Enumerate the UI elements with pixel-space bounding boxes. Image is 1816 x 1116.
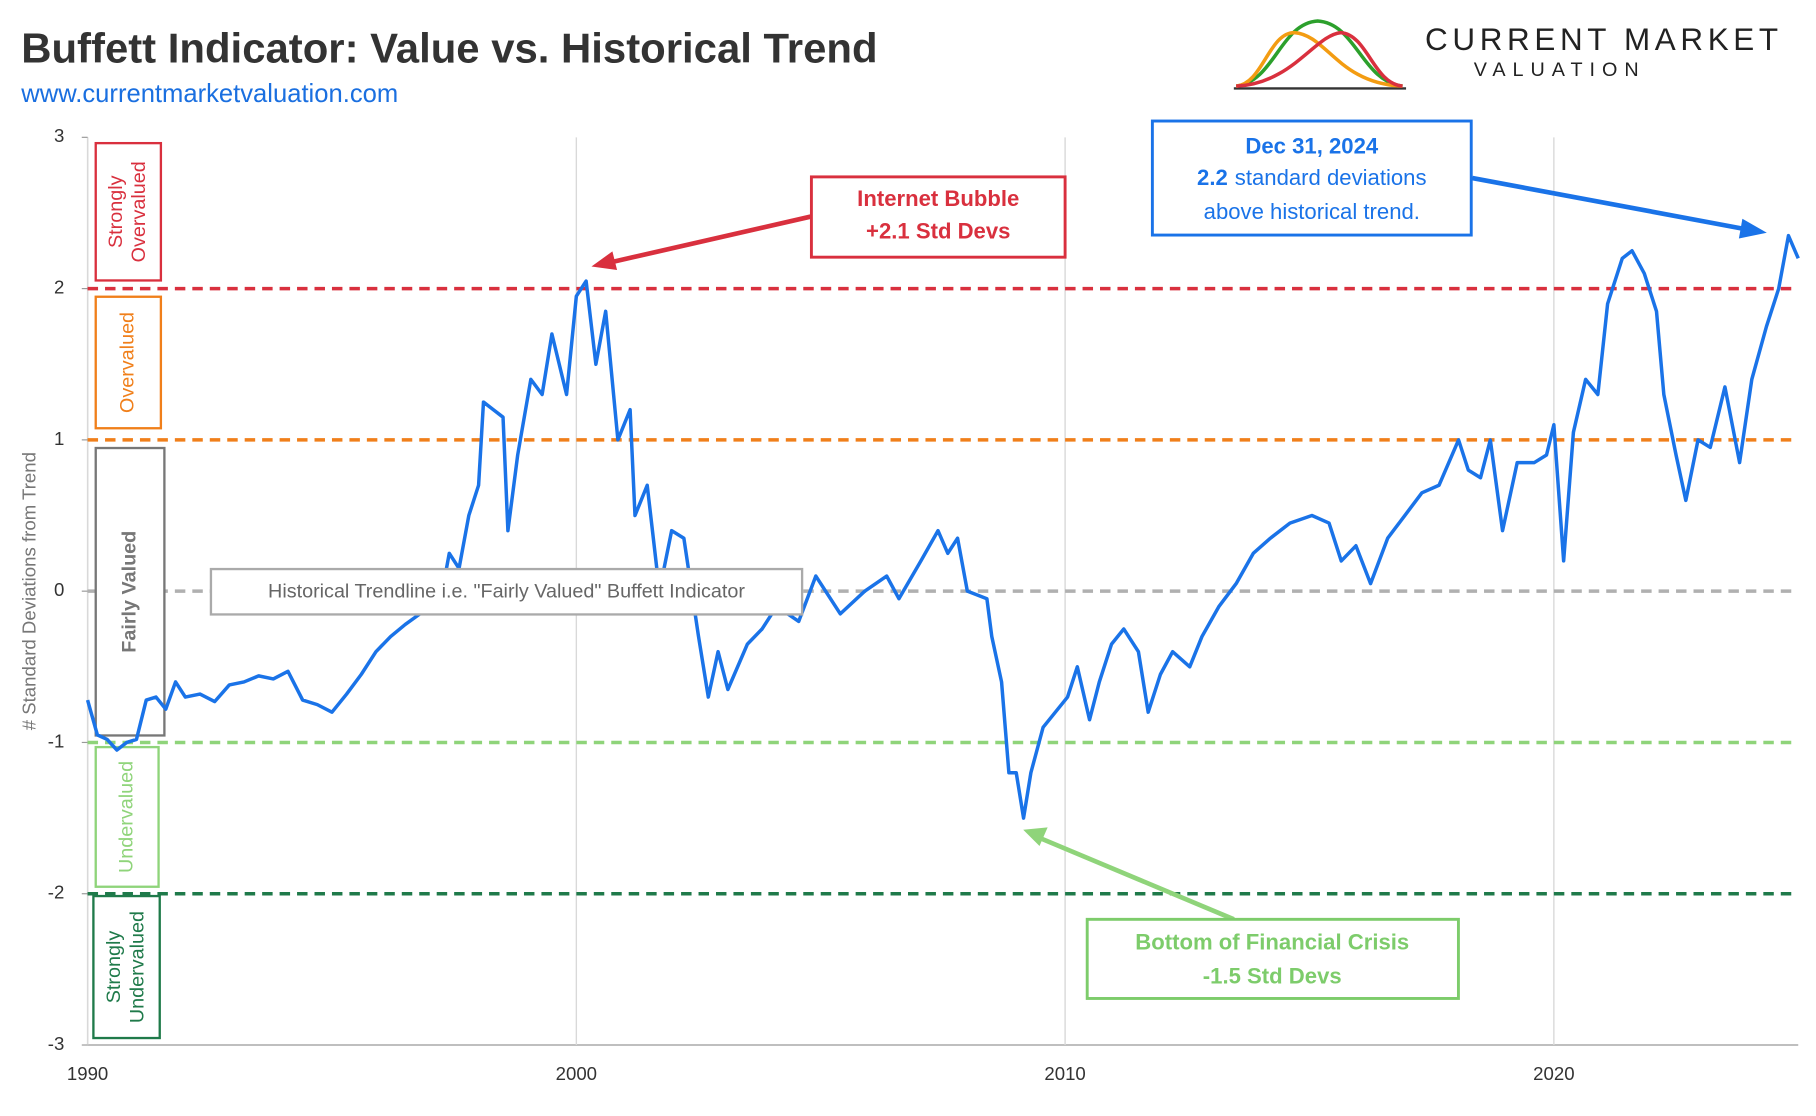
y-tick-label: 0 (54, 579, 64, 600)
logo-text: CURRENT MARKET (1425, 22, 1783, 57)
y-axis-label: # Standard Deviations from Trend (18, 452, 39, 730)
arrowhead (1738, 218, 1767, 239)
logo: CURRENT MARKET VALUATION (1233, 19, 1783, 90)
annotations: Internet Bubble +2.1 Std Devs Dec 31, 2024… (591, 119, 1767, 1000)
band-label: Undervalued (115, 761, 137, 873)
y-tick-label: 2 (54, 277, 64, 298)
annotation-text-part: standard deviations (1235, 165, 1427, 190)
annotation-box (1150, 119, 1473, 237)
chart-title: Buffett Indicator: Value vs. Historical … (21, 24, 877, 71)
annotation-text: 2.2 standard deviations (1197, 165, 1426, 190)
band-box (94, 745, 160, 888)
x-tick-label: 2020 (1533, 1063, 1574, 1084)
band-label: Fairly Valued (118, 531, 140, 653)
y-tick-label: -1 (48, 730, 65, 751)
y-tick-label: -2 (48, 882, 65, 903)
arrowhead (591, 251, 618, 270)
annotation-text: -1.5 Std Devs (1203, 963, 1342, 988)
x-tick-label: 1990 (67, 1063, 108, 1084)
logo-curve (1236, 30, 1403, 88)
trend-label-box (209, 567, 804, 616)
band-label: Strongly (105, 175, 127, 248)
y-tick-label: 3 (54, 125, 64, 146)
band-box (94, 295, 163, 430)
annotation-text: Dec 31, 2024 (1245, 134, 1378, 159)
arrowhead (1023, 827, 1048, 847)
logo-curve (1235, 19, 1403, 88)
annotation-box (1085, 917, 1460, 1000)
x-tick-label: 2010 (1044, 1063, 1085, 1084)
y-tick-label: 1 (54, 428, 64, 449)
data-line (85, 233, 1800, 820)
annotation-box (809, 175, 1067, 259)
band-box (94, 446, 166, 737)
annotation-emphasis: 2.2 (1197, 165, 1228, 190)
arrow (607, 214, 812, 266)
annotation-text: above historical trend. (1204, 199, 1420, 224)
band-label: Overvalued (117, 312, 139, 413)
arrow (1038, 835, 1235, 922)
arrow (1471, 175, 1747, 232)
logo-text: VALUATION (1474, 59, 1646, 81)
annotation-text: Internet Bubble (857, 186, 1019, 211)
logo-curve (1235, 30, 1403, 88)
y-tick-label: -3 (48, 1033, 65, 1054)
band-label: Strongly (103, 931, 125, 1004)
trend-label: Historical Trendline i.e. "Fairly Valued… (268, 581, 745, 603)
band-label: Overvalued (128, 161, 150, 262)
band-label: Undervalued (126, 911, 148, 1023)
band-box (94, 141, 163, 282)
x-tick-label: 2000 (556, 1063, 597, 1084)
annotation-text: Bottom of Financial Crisis (1135, 930, 1409, 955)
band-box (92, 894, 161, 1040)
annotation-text: +2.1 Std Devs (866, 219, 1010, 244)
subtitle: www.currentmarketvaluation.com (20, 80, 398, 108)
